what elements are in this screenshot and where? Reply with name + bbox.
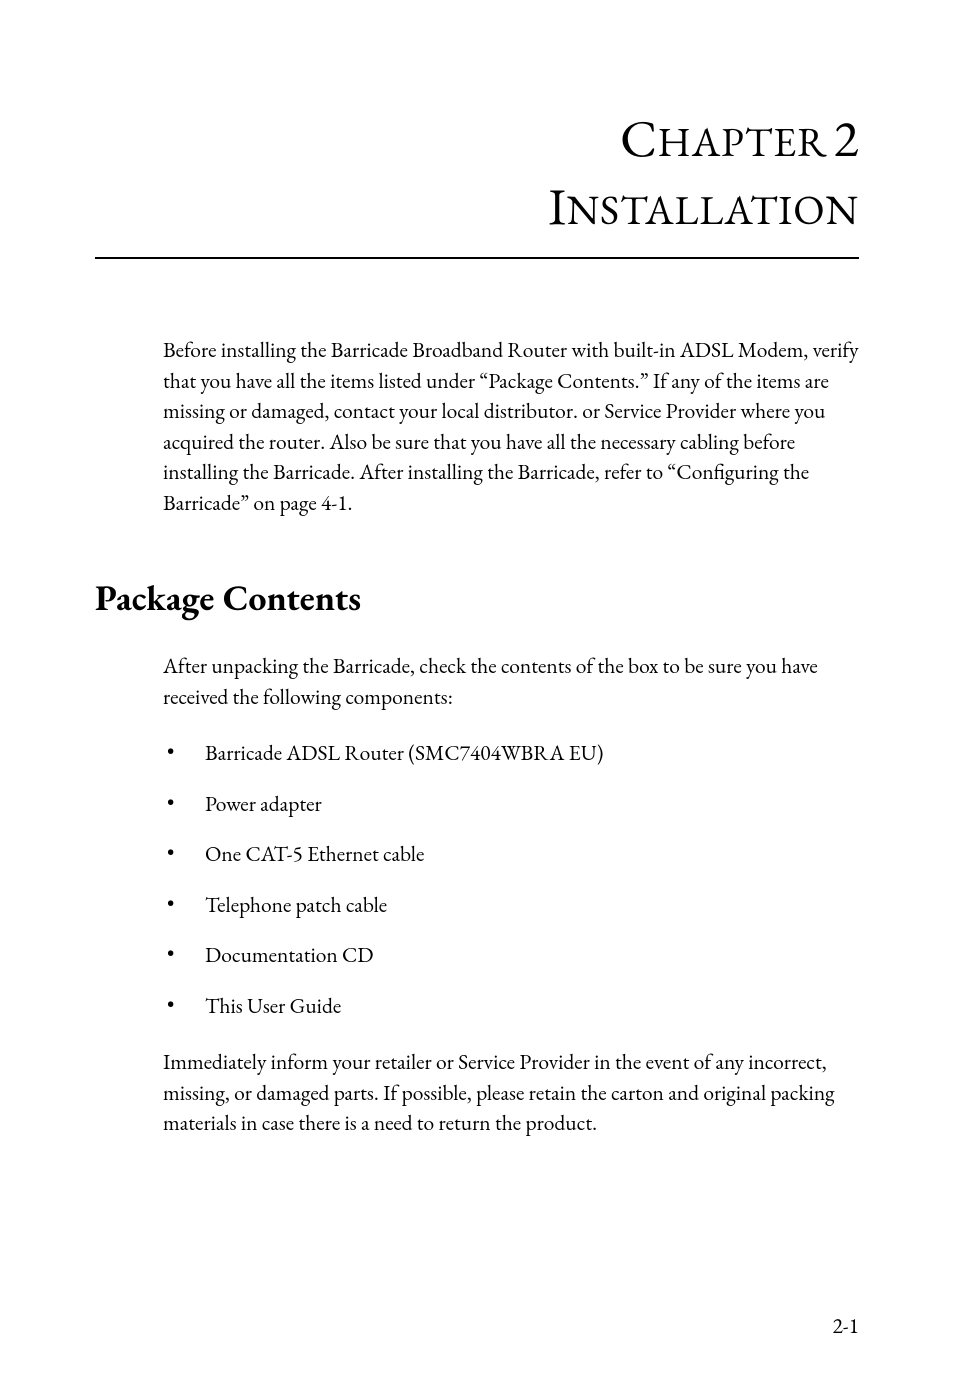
chapter-label-rest: HAPTER (657, 116, 827, 169)
chapter-rule (95, 257, 859, 259)
section-intro-paragraph: After unpacking the Barricade, check the… (163, 651, 859, 712)
chapter-title-line: INSTALLATION (95, 174, 859, 239)
chapter-number: 2 (834, 105, 859, 172)
section-heading-package-contents: Package Contents (95, 574, 859, 621)
chapter-label-lead: C (620, 105, 657, 172)
list-item: Telephone patch cable (163, 890, 859, 921)
chapter-intro-paragraph: Before installing the Barricade Broadban… (163, 335, 859, 518)
list-item: This User Guide (163, 991, 859, 1022)
list-item: Barricade ADSL Router (SMC7404WBRA EU) (163, 738, 859, 769)
chapter-header: CHAPTER2 INSTALLATION (95, 104, 859, 239)
chapter-title-lead: I (548, 173, 566, 240)
package-contents-list: Barricade ADSL Router (SMC7404WBRA EU) P… (163, 738, 859, 1021)
chapter-label-line: CHAPTER2 (95, 104, 859, 174)
chapter-title-rest: NSTALLATION (567, 184, 859, 237)
page-number: 2-1 (832, 1312, 859, 1340)
list-item: One CAT-5 Ethernet cable (163, 839, 859, 870)
list-item: Power adapter (163, 789, 859, 820)
list-item: Documentation CD (163, 940, 859, 971)
section-outro-paragraph: Immediately inform your retailer or Serv… (163, 1047, 859, 1139)
